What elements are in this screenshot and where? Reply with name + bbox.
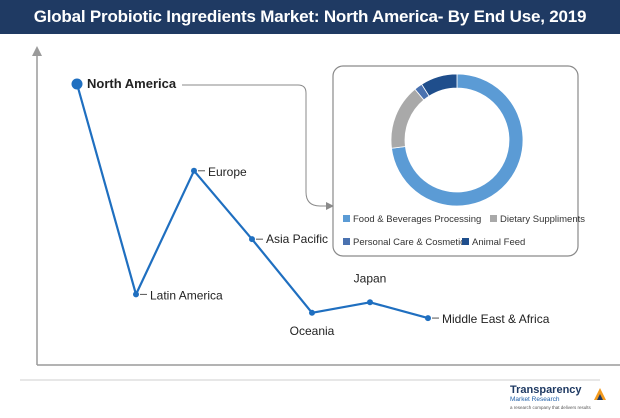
- donut-legend: Food & Beverages Processing Dietary Suppl…: [343, 214, 585, 248]
- line-series: North America Latin America Europe Asia Pac…: [71, 76, 550, 338]
- label-europe: Europe: [208, 165, 247, 179]
- legend-label-animal-feed: Animal Feed: [472, 237, 525, 248]
- logo-mark-icon: [594, 388, 606, 400]
- point-north-america: [71, 78, 83, 90]
- connector-arrow: [326, 202, 334, 210]
- point-latin-america: [133, 291, 139, 298]
- legend-swatch-food-and-beverages-processing: [343, 215, 350, 222]
- legend-swatch-dietary-suppliments: [490, 215, 497, 222]
- label-asia-pacific: Asia Pacific: [266, 232, 328, 246]
- point-middle-east-and-africa: [425, 315, 431, 322]
- connector-line: [182, 84, 326, 207]
- donut-slice-animal-feed: [421, 73, 458, 97]
- point-europe: [191, 167, 197, 174]
- logo-line1: Transparency: [510, 384, 582, 396]
- label-japan: Japan: [354, 271, 387, 285]
- chart-title: Global Probiotic Ingredients Market: Nor…: [0, 0, 620, 34]
- label-north-america: North America: [87, 76, 177, 91]
- label-oceania: Oceania: [290, 324, 335, 338]
- point-oceania: [309, 309, 315, 316]
- label-middle-east-and-africa: Middle East & Africa: [442, 312, 550, 326]
- label-latin-america: Latin America: [150, 288, 223, 302]
- company-logo: Transparency Market Research a research …: [510, 380, 610, 414]
- donut-chart: [390, 73, 524, 207]
- legend-swatch-personal-care-and-cosmetic: [343, 238, 350, 245]
- point-japan: [367, 299, 373, 306]
- donut-slice-food-and-beverages-processing: [391, 73, 524, 207]
- donut-panel: [332, 65, 579, 257]
- legend-label-food-and-beverages-processing: Food & Beverages Processing: [353, 214, 481, 225]
- legend-label-dietary-suppliments: Dietary Suppliments: [500, 214, 585, 225]
- logo-line2: Market Research: [510, 396, 560, 403]
- logo-line3: a research company that delivers results: [510, 405, 591, 410]
- point-asia-pacific: [249, 236, 255, 243]
- y-axis-arrow: [32, 46, 42, 56]
- legend-swatch-animal-feed: [462, 238, 469, 245]
- legend-label-personal-care-and-cosmetic: Personal Care & Cosmetic: [353, 237, 465, 248]
